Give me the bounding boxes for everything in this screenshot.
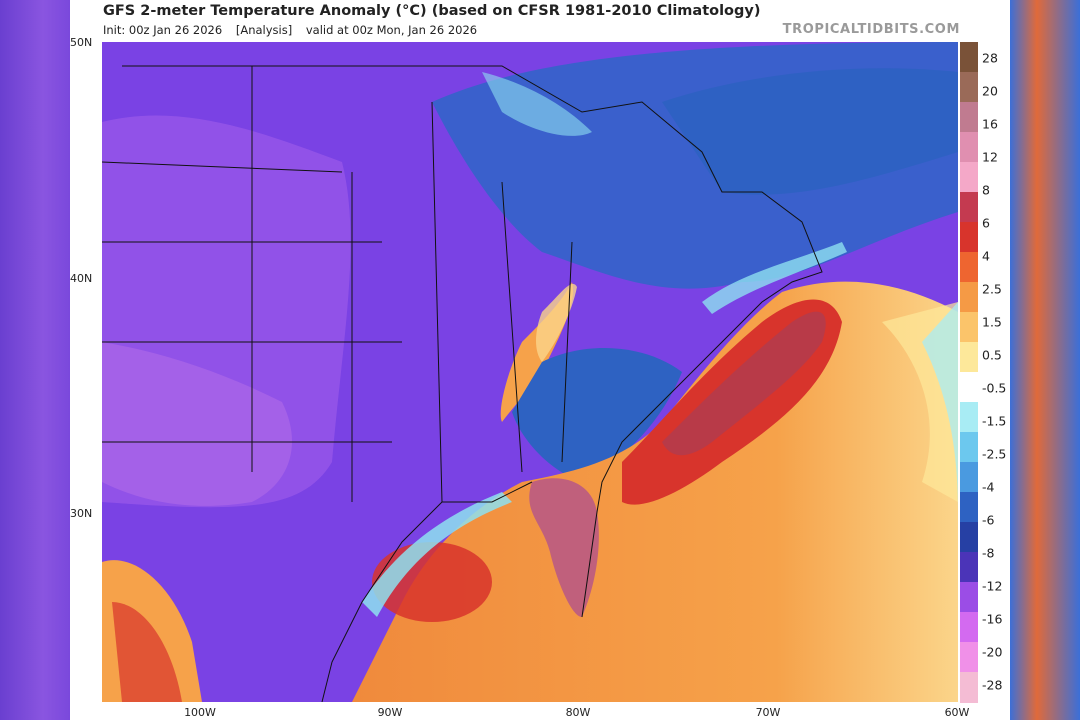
- canada-maritime-region: [662, 68, 958, 195]
- map-subtitle: Init: 00z Jan 26 2026 [Analysis] valid a…: [103, 23, 487, 37]
- colorbar-label: -20: [982, 644, 1003, 660]
- colorbar-segment: [960, 402, 978, 433]
- florida-warm-region: [529, 478, 599, 617]
- colorbar-label: 0.5: [982, 347, 1002, 363]
- lat-label-50n: 50N: [70, 36, 93, 49]
- lon-label-70w: 70W: [755, 706, 781, 719]
- appalachian-pale-ribbon: [536, 283, 577, 362]
- colorbar-segment: [960, 432, 978, 463]
- colorbar-segment: [960, 102, 978, 133]
- colorbar-segment: [960, 162, 978, 193]
- colorbar-label: 1.5: [982, 314, 1002, 330]
- political-borders: [102, 65, 823, 702]
- lat-label-40n: 40N: [70, 272, 93, 285]
- colorbar-segment: [960, 132, 978, 163]
- colorbar-label: 16: [982, 116, 998, 132]
- gulf-coast-transition: [362, 492, 512, 617]
- lon-label-80w: 80W: [565, 706, 591, 719]
- colorbar-label: 20: [982, 83, 998, 99]
- colorbar-label: 4: [982, 248, 990, 264]
- colorbar-label: -16: [982, 611, 1003, 627]
- valid-time: valid at 00z Mon, Jan 26 2026: [305, 23, 478, 37]
- colorbar-segment: [960, 642, 978, 673]
- colorbar-label: -1.5: [982, 413, 1007, 429]
- colorbar-segment: [960, 222, 978, 253]
- colorbar-label: -4: [982, 479, 995, 495]
- colorbar-segment: [960, 312, 978, 343]
- colorbar-segment: [960, 612, 978, 643]
- lon-label-90w: 90W: [377, 706, 403, 719]
- colorbar-segment: [960, 282, 978, 313]
- colorbar-label: -6: [982, 512, 995, 528]
- atlantic-coast-transition: [702, 242, 847, 314]
- southeast-cold-region: [512, 348, 682, 482]
- lake-region-cyan: [482, 72, 592, 136]
- colorbar-segment: [960, 522, 978, 553]
- colorbar-label: 28: [982, 50, 998, 66]
- lon-label-60w: 60W: [944, 706, 970, 719]
- colorbar-segment: [960, 192, 978, 223]
- colorbar-segment: [960, 582, 978, 613]
- analysis-tag: [Analysis]: [235, 23, 293, 37]
- colorbar-label: 2.5: [982, 281, 1002, 297]
- temperature-colorbar: 28 20 16 12 8 6 4 2.5 1.5 0.5 -0.5 -1.5 -2.5 -4 -6 -8 -1…: [960, 42, 1008, 703]
- map-canvas: [102, 42, 958, 702]
- colorbar-segment: [960, 552, 978, 583]
- colorbar-label: 6: [982, 215, 990, 231]
- colorbar-segment: [960, 72, 978, 103]
- map-title: GFS 2-meter Temperature Anomaly (°C) (ba…: [103, 3, 761, 19]
- colorbar-segment: [960, 462, 978, 493]
- gulf-stream-core: [662, 311, 826, 456]
- cool-ocean-region: [922, 302, 958, 512]
- colorbar-segment: [960, 342, 978, 373]
- colorbar-segment: [960, 252, 978, 283]
- colorbar-label: 8: [982, 182, 990, 198]
- lon-label-100w: 100W: [184, 706, 216, 719]
- colorbar-label: -28: [982, 677, 1003, 693]
- colorbar-segment: [960, 492, 978, 523]
- init-time: Init: 00z Jan 26 2026: [103, 23, 223, 37]
- colorbar-label: -8: [982, 545, 995, 561]
- colorbar-label: -12: [982, 578, 1003, 594]
- colorbar-label: 12: [982, 149, 998, 165]
- mexico-hot-region: [112, 602, 182, 702]
- southern-plains-region: [102, 342, 292, 506]
- colorbar-segment: [960, 42, 978, 73]
- credit-text: TROPICALTIDBITS.COM: [782, 22, 960, 37]
- colorbar-label: -0.5: [982, 380, 1007, 396]
- temperature-anomaly-map: [102, 42, 958, 702]
- colorbar-segment: [960, 372, 978, 403]
- lat-label-30n: 30N: [70, 507, 93, 520]
- figure-frame: GFS 2-meter Temperature Anomaly (°C) (ba…: [70, 0, 1010, 720]
- colorbar-label: -2.5: [982, 446, 1007, 462]
- colorbar-segment: [960, 672, 978, 703]
